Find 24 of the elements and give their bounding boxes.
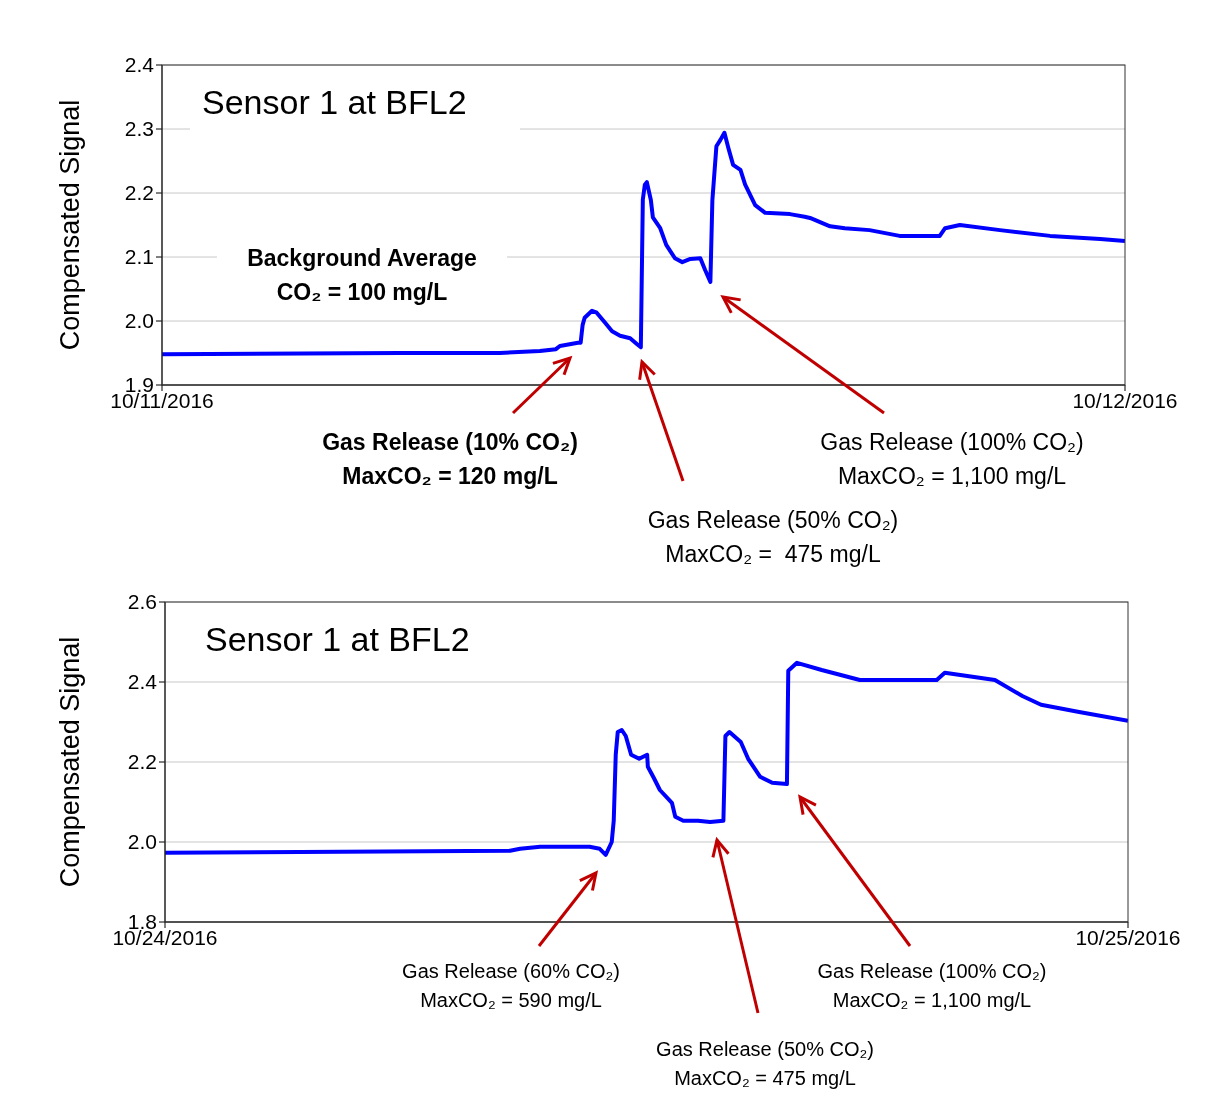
y-tick-label: 2.4 bbox=[124, 53, 155, 77]
text: Gas Release (50% CO₂) MaxCO₂ = 475 mg/L bbox=[647, 507, 899, 567]
text: Gas Release (60% CO₂) MaxCO₂ = 590 mg/L bbox=[402, 960, 620, 1011]
text: Gas Release (50% CO₂) MaxCO₂ = 475 mg/L bbox=[656, 1038, 874, 1089]
y-axis-title: Compensated Signal bbox=[55, 636, 85, 888]
y-tick-label: 2.3 bbox=[124, 117, 154, 141]
text: Gas Release (100% CO₂) MaxCO₂ = 1,100 mg/L bbox=[817, 960, 1047, 1011]
y-tick-label: 2.2 bbox=[124, 181, 154, 205]
y-tick-label: 2.0 bbox=[127, 830, 157, 854]
y-tick-label: 2.1 bbox=[124, 245, 154, 269]
y-tick-label: 2.0 bbox=[124, 309, 154, 333]
text: Gas Release (10% CO₂) MaxCO₂ = 120 mg/L bbox=[322, 429, 578, 489]
text: Sensor 1 at BFL2 bbox=[205, 620, 470, 658]
text: Gas Release (100% CO₂) MaxCO₂ = 1,100 mg/L bbox=[820, 429, 1084, 489]
line-series bbox=[165, 660, 1128, 857]
text: Sensor 1 at BFL2 bbox=[202, 83, 467, 121]
y-axis-title: Compensated Signal bbox=[55, 99, 85, 351]
y-tick-label: 2.6 bbox=[127, 590, 157, 614]
x-tick-label: 10/12/2016 bbox=[1072, 388, 1178, 412]
x-tick-label: 10/25/2016 bbox=[1075, 925, 1181, 949]
line-series bbox=[162, 130, 1125, 357]
annotation: Background Average CO₂ = 100 mg/L bbox=[247, 245, 477, 305]
y-tick-label: 2.4 bbox=[127, 670, 158, 694]
y-tick-label: 2.2 bbox=[127, 750, 157, 774]
